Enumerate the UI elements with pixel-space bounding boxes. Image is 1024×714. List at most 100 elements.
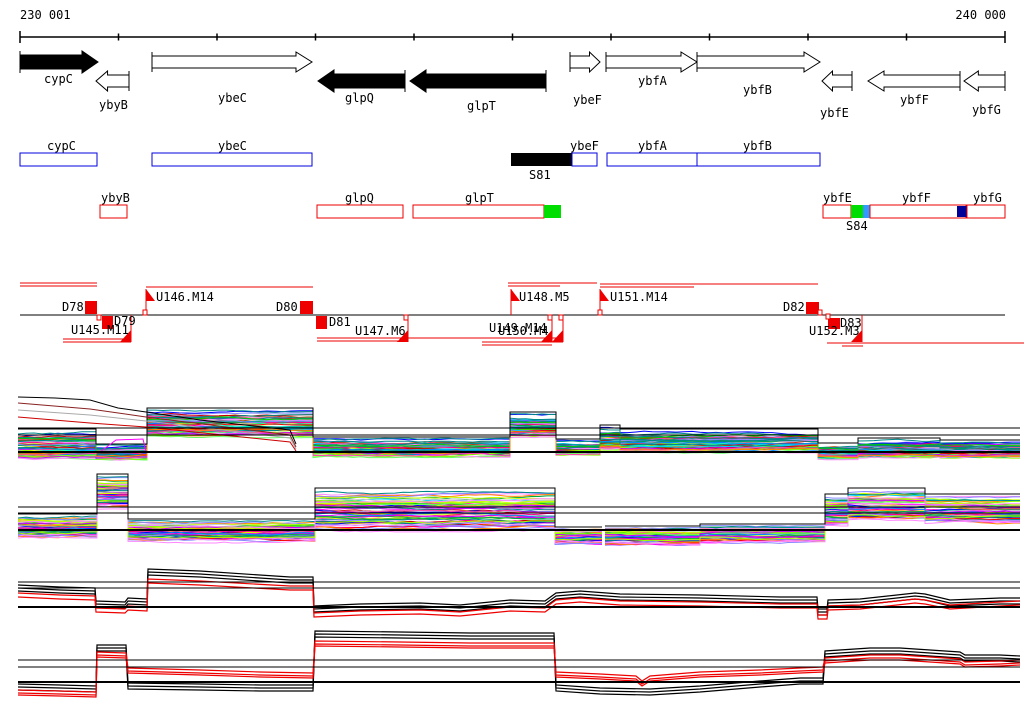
box-label-glpQ: glpQ: [345, 191, 374, 205]
upshift-flag-U146[interactable]: [146, 289, 155, 301]
segment-box-ybeC[interactable]: [151, 152, 313, 167]
segment-label-D80: D80: [276, 300, 298, 314]
segment-label-U150.M4: U150.M4: [498, 324, 549, 338]
segment-label-D82: D82: [783, 300, 805, 314]
segment-box-cypC[interactable]: [19, 152, 98, 167]
segment-box-lblue-fill[interactable]: [863, 205, 870, 218]
segment-label-D81: D81: [329, 315, 351, 329]
gene-arrow-ybfF[interactable]: [867, 70, 961, 92]
boundary-tick: [597, 309, 603, 316]
profile-gap: [602, 467, 605, 552]
box-label-glpT: glpT: [465, 191, 494, 205]
segment-box-S81[interactable]: [511, 153, 572, 166]
box-label-ybfG: ybfG: [973, 191, 1002, 205]
box-label-S81: S81: [529, 168, 551, 182]
segment-box-ybyB[interactable]: [99, 204, 128, 219]
expression-profile-line: [17, 409, 1020, 449]
segment-box-glpT[interactable]: [412, 204, 545, 219]
segment-label-U152.M3: U152.M3: [809, 324, 860, 338]
segment-label-D79: D79: [114, 314, 136, 328]
box-label-ybfA: ybfA: [638, 139, 667, 153]
box-label-ybfB: ybfB: [743, 139, 772, 153]
downshift-flag-U152[interactable]: [851, 330, 862, 342]
ruler-start-coordinate: 230 001: [20, 8, 71, 22]
profile-envelope-line: [18, 407, 1020, 445]
downshift-flag-U147[interactable]: [397, 330, 408, 342]
shift-marker-D81[interactable]: [316, 316, 327, 329]
gene-label-ybeC: ybeC: [218, 91, 247, 105]
gene-arrow-cypC[interactable]: [19, 50, 99, 74]
summary-profile-line-red: [17, 582, 1021, 620]
summary-profile-line-red: [17, 578, 1021, 616]
gene-label-cypC: cypC: [44, 72, 73, 86]
segment-box-navy-fill[interactable]: [957, 206, 967, 217]
boundary-tick: [547, 314, 553, 321]
shift-marker-D79[interactable]: [102, 316, 113, 329]
gene-label-glpT: glpT: [467, 99, 496, 113]
downshift-flag-U150[interactable]: [552, 330, 563, 342]
expression-profile-line: [17, 499, 1020, 541]
expression-profile-line: [17, 428, 1020, 459]
segment-box-ybfA[interactable]: [606, 152, 698, 167]
boundary-tick: [817, 309, 823, 316]
gene-label-ybfE: ybfE: [820, 106, 849, 120]
segment-box-ybfF[interactable]: [869, 204, 967, 219]
gene-arrow-ybyB[interactable]: [95, 69, 130, 93]
profile-outlier-line: [17, 409, 297, 450]
segment-box-glpQ[interactable]: [316, 204, 404, 219]
segment-box-S84[interactable]: [851, 205, 863, 218]
gene-arrow-ybeC[interactable]: [151, 51, 313, 73]
gene-label-ybfG: ybfG: [972, 103, 1001, 117]
box-label-ybeF: ybeF: [570, 139, 599, 153]
gene-arrow-ybfE[interactable]: [821, 69, 853, 93]
box-label-ybeC: ybeC: [218, 139, 247, 153]
expression-profile-line: [17, 416, 1020, 453]
expression-profile-line: [17, 431, 1020, 460]
shift-marker-D83[interactable]: [828, 318, 840, 329]
boundary-tick: [96, 314, 102, 321]
segment-box-ybeF[interactable]: [571, 152, 598, 167]
expression-profile-line: [17, 495, 1020, 540]
segment-box-ybfB[interactable]: [696, 152, 821, 167]
expression-profile-line: [17, 425, 1020, 456]
gene-label-ybyB: ybyB: [99, 98, 128, 112]
summary-profile-line-black: [17, 568, 1020, 610]
downshift-flag-U149[interactable]: [541, 330, 552, 342]
profile-outlier-line: [17, 402, 297, 448]
summary-profile-line-black: [17, 571, 1020, 613]
downshift-flag-U145[interactable]: [120, 330, 131, 342]
ruler-end-coordinate: 240 000: [955, 8, 1006, 22]
segment-box-ybfG[interactable]: [966, 204, 1006, 219]
segment-label-U145.M11: U145.M11: [71, 323, 129, 337]
segment-label-U149.M14: U149.M14: [489, 321, 547, 335]
box-label-ybyB: ybyB: [101, 191, 130, 205]
expression-profile-line: [17, 496, 1020, 541]
gene-arrow-ybeF[interactable]: [569, 50, 601, 74]
segment-label-D83: D83: [840, 316, 862, 330]
gene-arrow-ybfA[interactable]: [605, 51, 698, 73]
segment-label-U146.M14: U146.M14: [156, 290, 214, 304]
segment-box-green-fill[interactable]: [544, 205, 561, 218]
profile-outlier-line: [99, 438, 147, 453]
shift-marker-D82[interactable]: [806, 302, 819, 314]
gene-arrow-ybfG[interactable]: [963, 70, 1006, 92]
boundary-tick: [142, 309, 148, 316]
shift-marker-D80[interactable]: [300, 301, 313, 314]
boundary-tick: [825, 313, 831, 320]
expression-profile-line: [17, 486, 1020, 538]
upshift-flag-U151[interactable]: [600, 289, 609, 301]
upshift-flag-U148[interactable]: [511, 289, 520, 301]
expression-profile-line: [17, 503, 1020, 545]
segment-box-ybfE[interactable]: [822, 204, 852, 219]
gene-label-ybeF: ybeF: [573, 93, 602, 107]
gene-arrow-ybfB[interactable]: [696, 51, 821, 73]
gene-arrow-glpQ[interactable]: [317, 69, 406, 93]
shift-marker-D78[interactable]: [85, 301, 97, 314]
box-label-ybfF: ybfF: [902, 191, 931, 205]
gene-label-ybfB: ybfB: [743, 83, 772, 97]
gene-label-ybfF: ybfF: [900, 93, 929, 107]
gene-arrow-glpT[interactable]: [409, 69, 547, 93]
expression-profile-line: [17, 477, 1020, 531]
